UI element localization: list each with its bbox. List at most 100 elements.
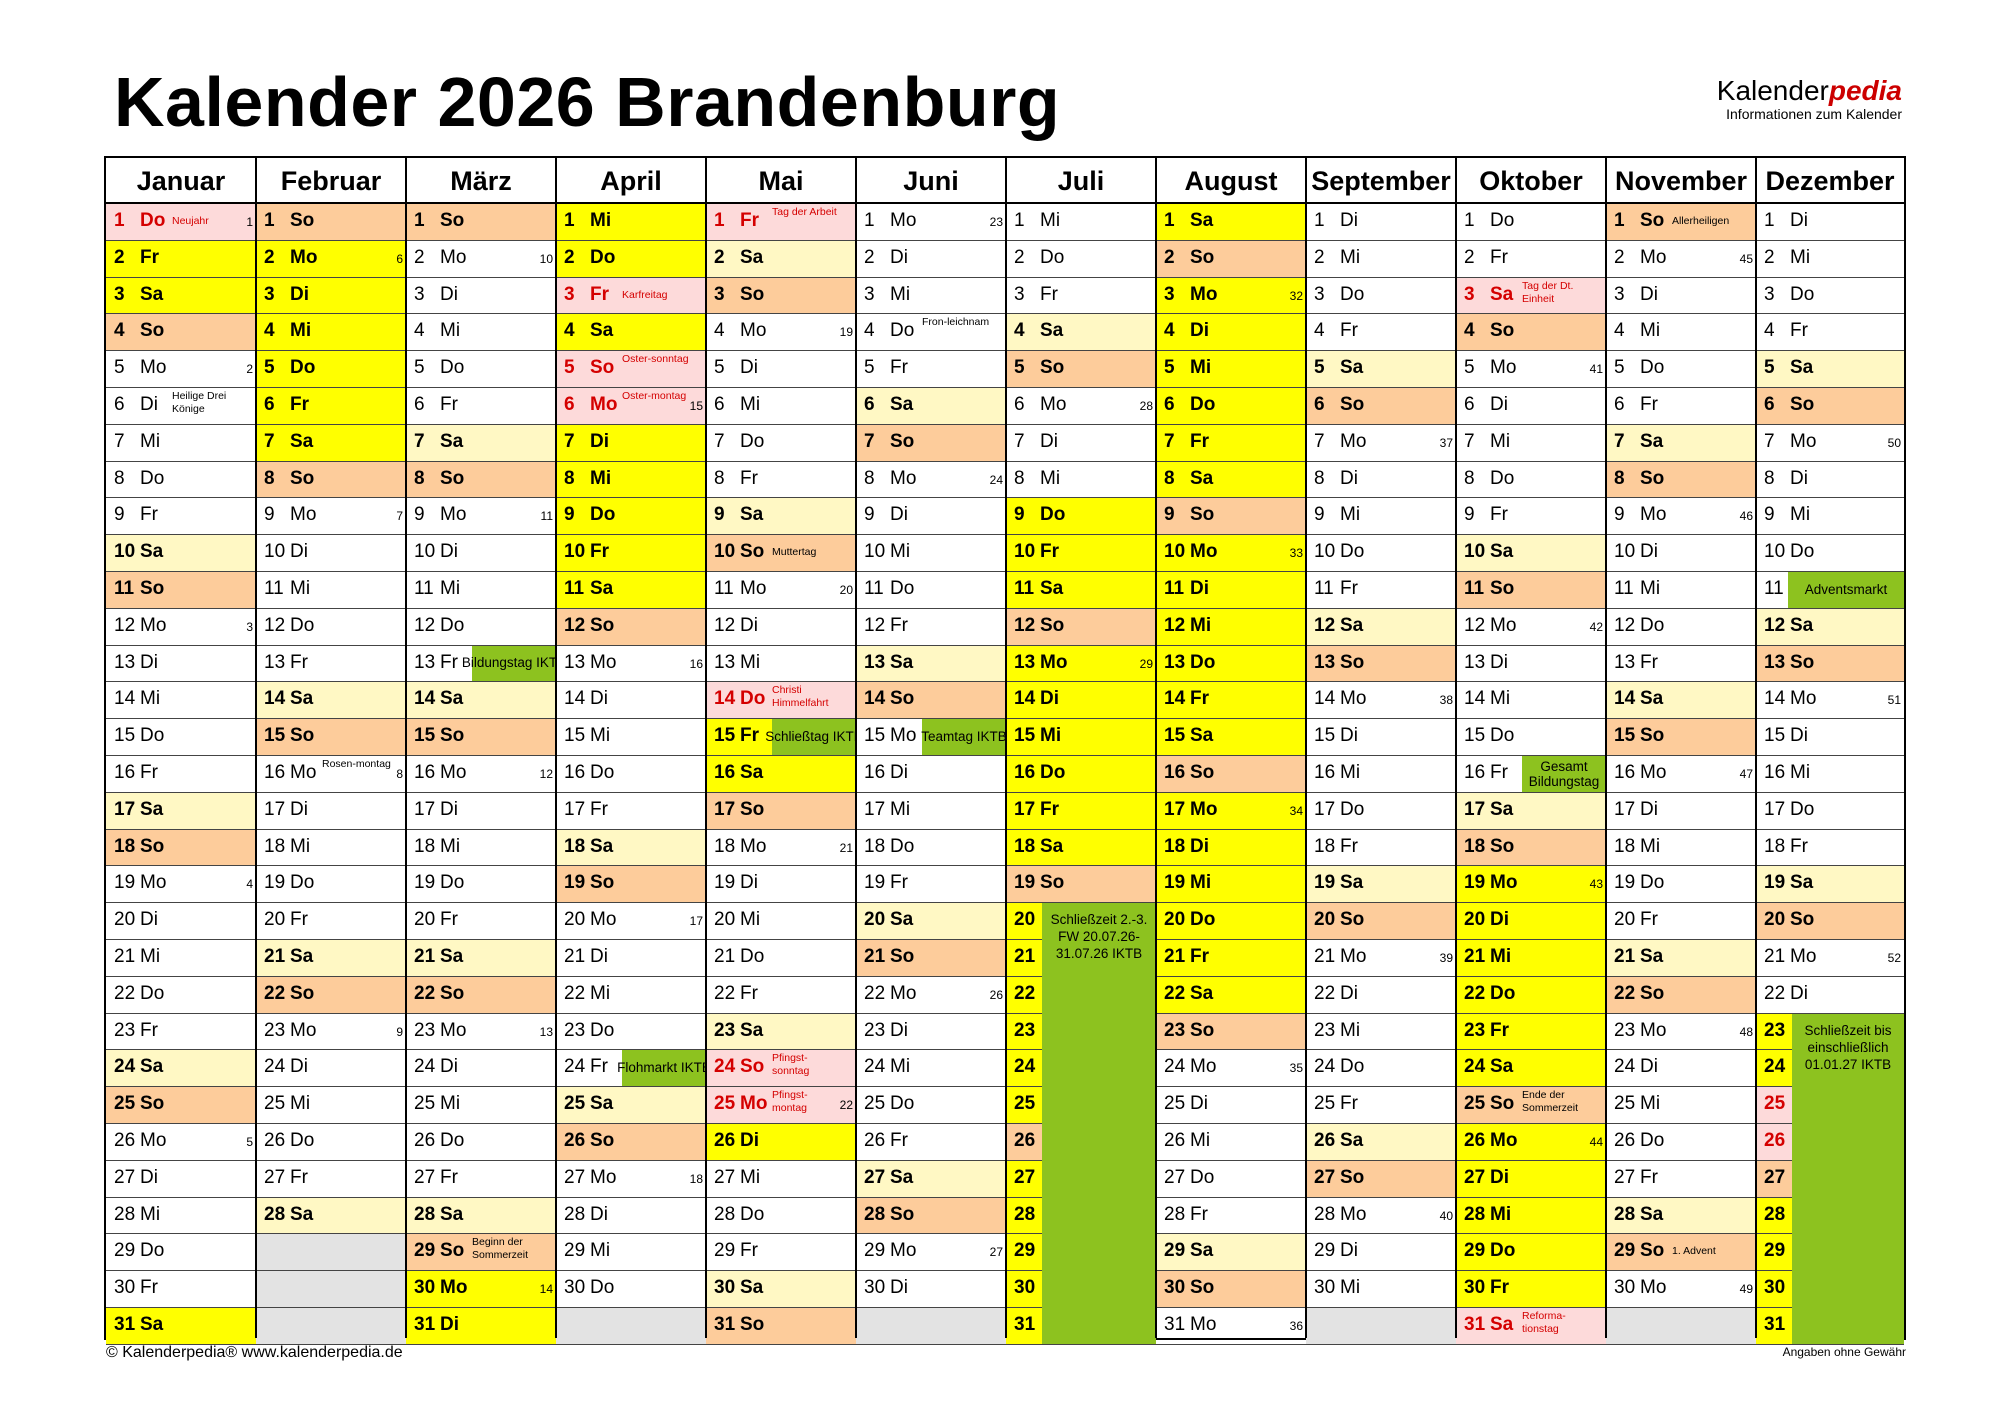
weekday-label: Sa [1340, 357, 1364, 379]
day-cell: 29 Di [1306, 1234, 1456, 1272]
day-cell: 15 Fr Schließtag IKTB [706, 719, 856, 756]
weekday-label: Do [290, 1130, 315, 1151]
day-number: 6 [564, 394, 575, 415]
day-cell: 17 Fr [556, 793, 706, 830]
day-cell: 26 Sa [1306, 1124, 1456, 1161]
day-number: 12 [1764, 614, 1786, 636]
weekday-label: Mo [1640, 246, 1667, 268]
day-number: 7 [1164, 430, 1175, 452]
weekday-label: So [1190, 246, 1215, 268]
day-cell: 17 Fr [1006, 792, 1156, 830]
day-cell: 4 Sa [556, 314, 706, 352]
day-cell: 6 So [1306, 388, 1456, 425]
day-number: 21 [714, 946, 736, 967]
day-number: 16 [564, 762, 586, 783]
day-number: 21 [114, 946, 136, 967]
day-cell: 26 Mo 5 [106, 1124, 256, 1161]
weekday-label: Fr [440, 1166, 458, 1188]
day-cell: 13 Fr [256, 646, 406, 683]
day-cell: 21 Fr [1156, 940, 1306, 977]
weekday-label: Mi [1640, 578, 1661, 599]
day-number: 19 [1464, 872, 1486, 894]
day-number: 5 [1314, 357, 1325, 379]
day-number: 18 [114, 835, 136, 857]
day-number: 3 [714, 283, 725, 305]
day-number: 1 [864, 210, 875, 231]
logo-subtitle: Informationen zum Kalender [1726, 106, 1902, 122]
weekday-label: So [1490, 1093, 1515, 1115]
day-cell: 16 Mo Rosen-montag 8 [256, 756, 406, 793]
day-number: 30 [1014, 1277, 1036, 1299]
weekday-label: So [290, 210, 315, 231]
weekday-label: Di [140, 909, 158, 931]
footer-copyright: © Kalenderpedia® www.kalenderpedia.de [106, 1344, 403, 1361]
weekday-label: Mi [140, 946, 161, 967]
month-header: Mai [706, 158, 856, 204]
day-cell: 4 So [106, 314, 256, 352]
day-number: 30 [564, 1277, 586, 1299]
month-header: Juli [1006, 158, 1156, 204]
day-number: 25 [1764, 1093, 1786, 1115]
week-number: 26 [989, 987, 1003, 1002]
day-number: 5 [264, 357, 275, 379]
day-cell: 8 Mo 24 [856, 462, 1006, 499]
day-cell: 14 Fr [1156, 682, 1306, 720]
weekday-label: Do [1490, 467, 1515, 489]
day-cell: 26 Di [706, 1124, 856, 1161]
weekday-label: Do [740, 946, 765, 967]
day-number: 18 [564, 835, 586, 857]
day-number: 14 [1014, 688, 1036, 710]
day-cell: 14 Mo 38 [1306, 682, 1456, 720]
day-number: 7 [1014, 430, 1025, 452]
day-number: 27 [864, 1166, 886, 1188]
day-cell: 11 Do [856, 572, 1006, 609]
week-number: 18 [689, 1171, 703, 1186]
day-number: 22 [1614, 982, 1636, 1004]
weekday-label: Do [1190, 1166, 1215, 1188]
holiday-name: Fron-leichnam [922, 316, 990, 329]
weekday-label: Do [1340, 1056, 1365, 1078]
weekday-label: Di [140, 1166, 158, 1188]
day-cell: 15 Mi [556, 719, 706, 756]
day-cell: 28 Fr [1156, 1198, 1306, 1235]
day-cell: 3 Sa Tag der Dt. Einheit [1456, 277, 1606, 315]
week-number: 28 [1139, 399, 1153, 413]
weekday-label: So [1340, 651, 1365, 673]
day-number: 20 [414, 909, 436, 931]
day-number: 29 [1464, 1240, 1486, 1262]
holiday-name: Rosen-montag [322, 758, 391, 770]
day-number: 18 [414, 835, 436, 857]
day-number: 9 [864, 504, 875, 526]
weekday-label: So [1190, 1277, 1215, 1299]
weekday-label: Do [1040, 504, 1066, 526]
day-number: 18 [1314, 835, 1336, 857]
week-number: 35 [1289, 1061, 1303, 1076]
day-cell: 25 So Ende der Sommerzeit [1456, 1087, 1606, 1124]
weekday-label: Mo [1790, 688, 1817, 710]
day-number: 20 [1764, 909, 1786, 931]
day-cell: 27 Di [1456, 1160, 1606, 1198]
day-cell: 25 Fr [1306, 1087, 1456, 1124]
weekday-label: So [890, 1203, 915, 1225]
day-cell: 12 Mo 42 [1456, 609, 1606, 646]
day-number: 16 [1614, 762, 1636, 783]
weekday-label: Mi [1640, 835, 1661, 857]
weekday-label: Mi [440, 578, 461, 599]
footer-disclaimer: Angaben ohne Gewähr [1782, 1345, 1906, 1359]
weekday-label: Mo [1490, 357, 1517, 379]
week-number: 12 [539, 767, 553, 781]
weekday-label: Do [890, 835, 915, 857]
week-number: 13 [539, 1024, 553, 1039]
day-number: 14 [564, 688, 586, 710]
weekday-label: Fr [1040, 541, 1059, 563]
weekday-label: Mi [290, 835, 311, 857]
weekday-label: Di [1790, 982, 1808, 1004]
day-cell: 3 Di [256, 277, 406, 315]
weekday-label: Di [1340, 210, 1358, 231]
week-number: 27 [989, 1245, 1003, 1260]
weekday-label: Di [1640, 283, 1658, 305]
day-number: 20 [1164, 909, 1186, 931]
day-cell: 6 Di [1456, 388, 1606, 425]
day-cell: 29 Mo 27 [856, 1234, 1006, 1272]
day-cell: 1 Di [1756, 204, 1904, 241]
